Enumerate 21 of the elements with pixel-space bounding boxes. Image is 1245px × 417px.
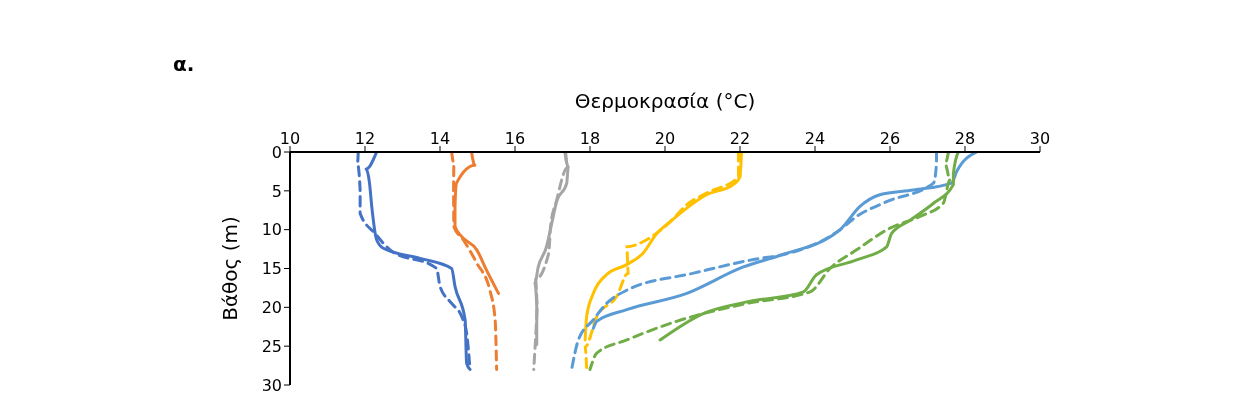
- x-tick-label: 18: [579, 129, 601, 148]
- x-tick-label: 22: [729, 129, 751, 148]
- y-tick-label: 30: [261, 375, 282, 395]
- y-tick-label: 25: [261, 336, 282, 356]
- y-axis-title: Βάθος (m): [218, 216, 243, 321]
- x-tick-label: 12: [354, 129, 376, 148]
- x-tick-label: 20: [654, 129, 676, 148]
- y-tick-label: 10: [261, 220, 282, 240]
- x-tick-label: 24: [804, 129, 826, 148]
- x-tick-label: 30: [1029, 129, 1051, 148]
- x-tick-label: 14: [429, 129, 451, 148]
- chart-title: α.: [173, 52, 195, 76]
- x-tick-label: 26: [879, 129, 901, 148]
- y-tick-label: 20: [261, 298, 282, 318]
- line-series: [450, 152, 499, 371]
- x-tick-label: 16: [504, 129, 526, 148]
- y-tick-label: 5: [271, 181, 282, 201]
- y-tick-label: 0: [271, 142, 282, 162]
- x-axis-title: Θερμοκρασία (°C): [574, 89, 756, 113]
- x-tick-label: 28: [954, 129, 976, 148]
- y-tick-label: 15: [261, 259, 282, 279]
